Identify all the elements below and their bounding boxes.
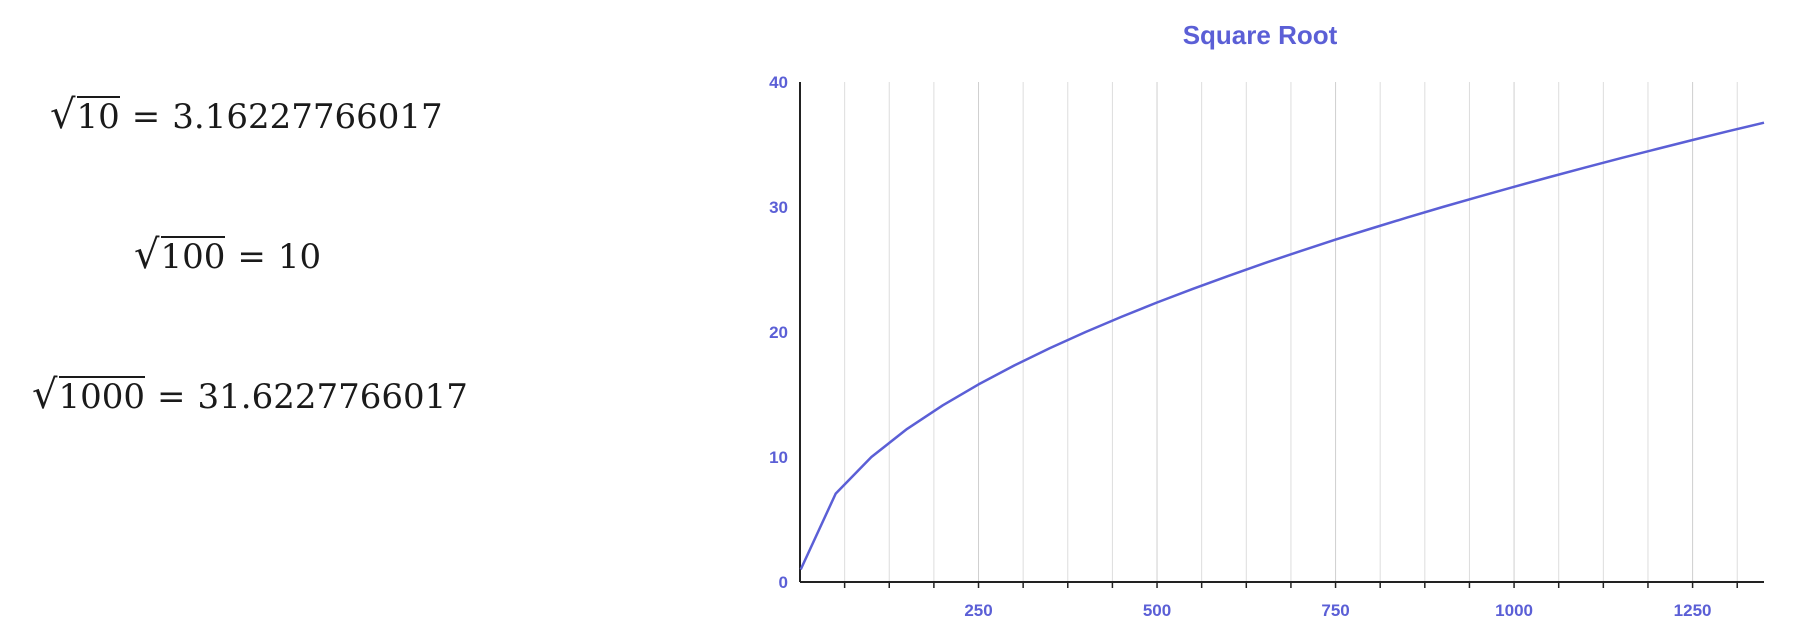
result: 3.16227766017 bbox=[172, 97, 443, 137]
y-tick-label: 10 bbox=[769, 448, 788, 467]
radical-sign: √ bbox=[134, 232, 160, 278]
x-tick-label: 500 bbox=[1143, 601, 1171, 620]
chart-title: Square Root bbox=[1183, 20, 1338, 50]
radicand: 100 bbox=[160, 236, 226, 277]
radicand: 10 bbox=[76, 96, 120, 137]
x-tick-label: 1000 bbox=[1495, 601, 1533, 620]
radical-sign: √ bbox=[50, 92, 76, 138]
y-tick-label: 20 bbox=[769, 323, 788, 342]
equals-sign: = bbox=[157, 377, 186, 417]
y-tick-label: 0 bbox=[779, 573, 788, 592]
equals-sign: = bbox=[131, 97, 161, 137]
equation-sqrt-1000: √ 1000 = 31.6227766017 bbox=[32, 372, 468, 418]
equation-sqrt-100: √ 100 = 10 bbox=[134, 232, 321, 278]
radicand: 1000 bbox=[58, 376, 146, 417]
axes bbox=[799, 82, 1764, 588]
result: 31.6227766017 bbox=[197, 377, 468, 417]
result: 10 bbox=[277, 237, 322, 277]
tick-labels: 0 10 20 30 40 250 500 750 1000 1250 bbox=[769, 73, 1711, 620]
series-group bbox=[799, 121, 1765, 571]
y-tick-label: 30 bbox=[769, 198, 788, 217]
x-tick-label: 1250 bbox=[1674, 601, 1712, 620]
y-tick-label: 40 bbox=[769, 73, 788, 92]
equals-sign: = bbox=[237, 237, 266, 277]
sqrt-series-line bbox=[799, 121, 1765, 571]
equation-sqrt-10: √ 10 = 3.16227766017 bbox=[50, 92, 443, 138]
x-tick-label: 750 bbox=[1321, 601, 1349, 620]
grid-lines bbox=[844, 82, 1738, 582]
x-tick-label: 250 bbox=[964, 601, 992, 620]
radical-sign: √ bbox=[32, 372, 58, 418]
